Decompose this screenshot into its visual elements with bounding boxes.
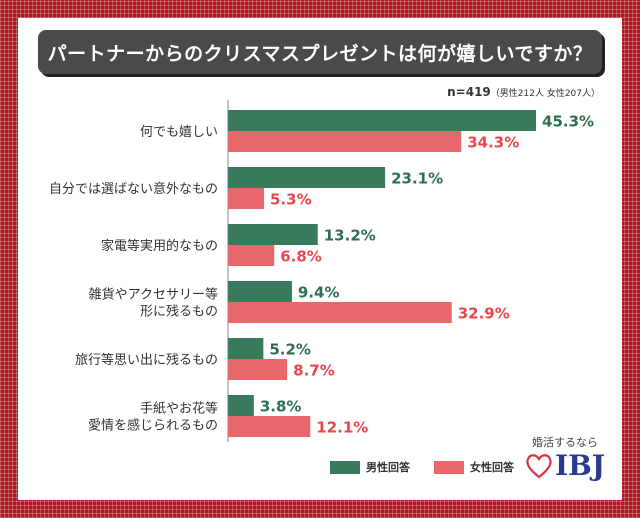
bar-male [228,395,254,416]
value-label-female: 34.3% [467,134,519,152]
category-label-line: 自分では選ばない意外なもの [49,181,218,197]
value-label-female: 8.7% [293,362,335,380]
sample-size: n=419（男性212人 女性207人） [447,85,600,99]
legend-female-swatch [434,460,464,474]
bar-male [228,224,318,245]
category-label-line: 何でも嬉しい [140,124,218,140]
category-label: 家電等実用的なもの [101,238,218,254]
value-label-female: 6.8% [280,248,322,266]
bar-female [228,245,275,266]
value-label-male: 9.4% [298,284,340,302]
heart-outline-icon [526,454,552,479]
bar-male [228,110,537,131]
legend-male-label: 男性回答 [366,461,410,474]
category-label-line: 形に残るもの [140,305,218,320]
brand: 婚活するなら IBJ [520,434,610,480]
sample-total: n=419 [447,85,491,99]
category-label: 旅行等思い出に残るもの [75,352,218,368]
category-label: 雑貨やアクセサリー等形に残るもの [89,287,218,320]
brand-tagline: 婚活するなら [532,436,598,449]
category-label-line: 雑貨やアクセサリー等 [89,287,218,303]
bar-female [228,359,288,380]
bar-male [228,338,264,359]
legend-male: 男性回答 [330,459,410,475]
bar-female [228,131,462,152]
bar-female [228,188,265,209]
value-label-male: 5.2% [269,341,311,359]
category-label-line: 愛情を感じられるもの [88,418,218,434]
legend: 男性回答 女性回答 [330,459,514,475]
sample-breakdown: （男性212人 女性207人） [490,89,600,99]
legend-male-swatch [330,460,360,474]
bar-male [228,281,292,302]
bar-female [228,302,452,323]
chart-title: パートナーからのクリスマスプレゼントは何が嬉しいですか？ [38,30,602,74]
value-label-male: 3.8% [260,398,302,416]
value-label-male: 13.2% [324,227,376,245]
legend-female-label: 女性回答 [470,461,514,474]
category-label: 手紙やお花等愛情を感じられるもの [88,401,218,434]
bar-female [228,416,311,437]
value-label-female: 12.1% [316,419,368,437]
value-label-male: 45.3% [542,113,594,131]
category-label: 何でも嬉しい [140,124,218,140]
value-label-female: 32.9% [458,305,510,323]
brand-logo-row: IBJ [520,452,610,480]
category-label-line: 家電等実用的なもの [101,238,218,254]
bar-male [228,167,386,188]
category-label-line: 旅行等思い出に残るもの [75,352,218,368]
category-label: 自分では選ばない意外なもの [49,181,218,197]
brand-logo: IBJ [554,449,605,482]
legend-female: 女性回答 [434,459,514,475]
value-label-female: 5.3% [270,191,312,209]
value-label-male: 23.1% [391,170,443,188]
chart-card [18,18,622,500]
category-label-line: 手紙やお花等 [140,401,218,417]
